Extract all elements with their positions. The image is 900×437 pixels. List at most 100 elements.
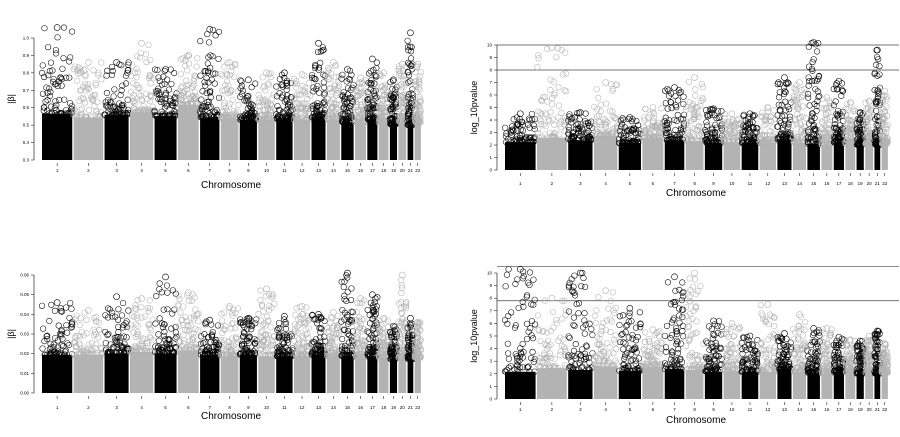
data-point (314, 82, 321, 90)
data-point (274, 102, 281, 110)
data-point (219, 72, 226, 79)
data-point (108, 99, 115, 106)
data-point (81, 309, 88, 316)
data-point (550, 78, 557, 85)
data-point (155, 337, 162, 344)
data-point (197, 72, 204, 79)
chromosome-5-points (151, 66, 180, 160)
data-point (399, 96, 406, 104)
data-point (397, 73, 405, 80)
data-point (776, 134, 783, 141)
data-point (238, 319, 245, 326)
data-point (781, 91, 788, 98)
y-tick-label: 7 (489, 80, 492, 85)
data-point (278, 346, 286, 353)
data-point (241, 330, 248, 337)
data-point (782, 98, 789, 105)
data-point (155, 85, 162, 92)
data-point (404, 114, 411, 122)
data-point (321, 98, 328, 105)
data-point (391, 121, 398, 128)
data-point (48, 348, 55, 355)
data-point (680, 116, 687, 123)
data-point (317, 338, 324, 345)
data-point (120, 111, 127, 118)
data-point (613, 116, 620, 123)
data-point (297, 103, 304, 110)
data-point (195, 310, 202, 317)
data-point (68, 305, 75, 312)
x-tick-label: 18 (848, 181, 854, 186)
data-point (252, 80, 259, 87)
data-point (597, 108, 605, 115)
data-point (361, 326, 368, 333)
data-point (112, 337, 119, 344)
data-point (72, 348, 80, 355)
data-point (617, 117, 624, 124)
data-point (329, 112, 336, 120)
y-tick-label: 10 (487, 43, 493, 48)
data-point (514, 121, 522, 128)
data-point (382, 82, 389, 89)
data-point (300, 319, 308, 327)
data-point (194, 55, 201, 62)
data-point (881, 92, 888, 99)
data-point (292, 351, 299, 358)
data-point (132, 343, 139, 350)
data-point (261, 111, 268, 119)
y-tick-label: 0.3 (23, 158, 30, 163)
data-point (319, 44, 326, 51)
data-point (309, 311, 316, 318)
data-point (206, 114, 213, 121)
data-point (191, 344, 198, 351)
chromosome-10-bulk (258, 119, 275, 160)
chromosome-19-bulk (389, 124, 398, 160)
chromosome-13-points (308, 311, 329, 393)
chromosome-6-points (175, 52, 202, 160)
data-point (642, 106, 649, 113)
data-point (818, 118, 825, 125)
y-tick-label: 0.00 (20, 391, 29, 396)
data-point (259, 303, 266, 310)
data-point (163, 349, 170, 357)
data-point (298, 351, 305, 358)
data-point (304, 343, 311, 350)
data-point (591, 103, 598, 111)
data-point (362, 337, 369, 344)
data-point (546, 117, 553, 124)
data-point (106, 349, 113, 356)
data-point (395, 350, 402, 357)
data-point (144, 304, 151, 311)
data-point (156, 280, 163, 287)
chromosome-9-bulk (704, 143, 723, 170)
data-point (266, 114, 273, 122)
data-point (80, 94, 87, 101)
data-point (135, 109, 142, 116)
data-point (58, 308, 65, 315)
data-point (540, 121, 547, 128)
data-point (879, 97, 886, 105)
data-point (596, 119, 604, 126)
data-point (401, 98, 408, 105)
chromosome-8-bulk (220, 118, 239, 160)
data-point (239, 91, 246, 98)
data-point (73, 312, 80, 319)
data-point (313, 114, 320, 121)
data-point (417, 69, 424, 76)
data-point (94, 349, 101, 357)
data-point (376, 329, 383, 336)
data-point (640, 134, 648, 141)
y-tick-label: 6 (489, 93, 492, 98)
data-point (699, 94, 706, 102)
data-point (349, 338, 356, 345)
data-point (677, 88, 685, 96)
peak-point (162, 66, 169, 73)
data-point (226, 350, 233, 357)
data-point (396, 328, 403, 335)
data-point (874, 87, 881, 94)
data-point (200, 340, 207, 347)
data-point (248, 322, 255, 329)
data-point (832, 98, 839, 105)
data-point (341, 296, 348, 303)
peak-point (516, 110, 524, 118)
